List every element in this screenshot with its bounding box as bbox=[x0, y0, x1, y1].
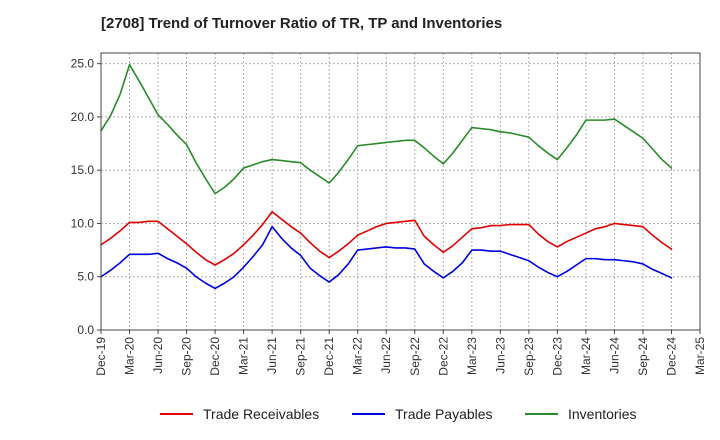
x-tick-label: Dec-21 bbox=[322, 337, 336, 376]
x-tick-label: Jun-24 bbox=[607, 337, 621, 374]
x-tick-label: Dec-24 bbox=[664, 337, 678, 376]
x-tick-label: Jun-21 bbox=[265, 337, 279, 374]
y-tick-label: 20.0 bbox=[71, 110, 95, 124]
x-tick-label: Sep-21 bbox=[294, 337, 308, 376]
x-tick-label: Mar-25 bbox=[693, 337, 707, 375]
legend-label: Trade Payables bbox=[395, 406, 493, 422]
x-tick-label: Jun-23 bbox=[493, 337, 507, 374]
x-tick-label: Mar-23 bbox=[465, 337, 479, 375]
x-tick-label: Jun-20 bbox=[151, 337, 165, 374]
chart-title: [2708] Trend of Turnover Ratio of TR, TP… bbox=[101, 15, 503, 32]
series-line-inventories bbox=[100, 63, 673, 195]
series-line-trade-payables bbox=[100, 225, 673, 290]
x-tick-label: Mar-20 bbox=[123, 337, 137, 375]
y-axis-ticks: 0.0 5.0 10.0 15.0 20.0 25.0 bbox=[71, 57, 101, 337]
x-tick-label: Mar-22 bbox=[351, 337, 365, 375]
series-lines bbox=[100, 63, 673, 290]
grid-lines bbox=[100, 53, 701, 331]
y-tick-label: 10.0 bbox=[71, 216, 95, 230]
x-tick-label: Sep-24 bbox=[636, 337, 650, 376]
x-tick-label: Mar-21 bbox=[237, 337, 251, 375]
x-tick-label: Dec-22 bbox=[436, 337, 450, 376]
x-tick-label: Dec-19 bbox=[94, 337, 108, 376]
series-line-trade-receivables bbox=[100, 210, 673, 266]
y-tick-label: 25.0 bbox=[71, 57, 95, 71]
legend: Trade Receivables Trade Payables Inventori… bbox=[160, 406, 636, 422]
x-tick-label: Jun-22 bbox=[379, 337, 393, 374]
x-tick-label: Sep-20 bbox=[180, 337, 194, 376]
legend-label: Trade Receivables bbox=[203, 406, 319, 422]
x-tick-label: Sep-23 bbox=[522, 337, 536, 376]
plot-frame bbox=[100, 52, 701, 331]
y-tick-label: 15.0 bbox=[71, 163, 95, 177]
x-tick-label: Sep-22 bbox=[408, 337, 422, 376]
x-axis-ticks: Dec-19 Mar-20 Jun-20 Sep-20 Dec-20 Mar-21 Jun-… bbox=[94, 330, 707, 376]
x-tick-label: Dec-20 bbox=[208, 337, 222, 376]
y-tick-label: 5.0 bbox=[77, 270, 94, 284]
x-tick-label: Mar-24 bbox=[579, 337, 593, 375]
y-tick-label: 0.0 bbox=[77, 323, 94, 337]
x-tick-label: Dec-23 bbox=[550, 337, 564, 376]
legend-label: Inventories bbox=[568, 406, 636, 422]
